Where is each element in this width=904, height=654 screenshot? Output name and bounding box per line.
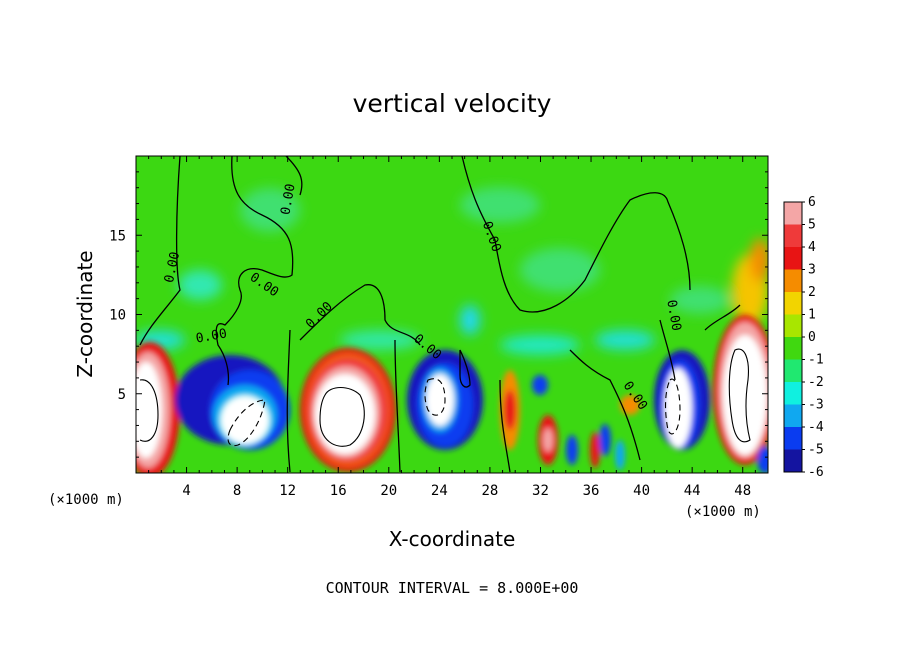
contour-interval-footer: CONTOUR INTERVAL = 8.000E+00 <box>326 579 579 597</box>
colorbar-label: 2 <box>808 285 816 300</box>
colorbar-label: 3 <box>808 263 816 278</box>
colorbar: 6 5 4 3 2 1 0 -1 -2 -3 -4 -5 -6 <box>783 195 824 480</box>
x-unit-left: (×1000 m) <box>48 492 124 508</box>
colorbar-segment <box>784 382 802 405</box>
colorbar-label: -6 <box>808 465 824 480</box>
x-tick-label: 32 <box>532 483 549 499</box>
colorbar-label: -5 <box>808 443 824 458</box>
y-tick-label: 10 <box>109 308 126 324</box>
colorbar-segment <box>784 449 802 472</box>
colorbar-segment <box>784 247 802 270</box>
y-axis: 5 10 15 <box>109 171 768 458</box>
colorbar-label: -2 <box>808 375 824 390</box>
x-axis-label: X-coordinate <box>389 527 516 551</box>
colorbar-segment <box>784 404 802 427</box>
colorbar-segment <box>784 202 802 225</box>
x-tick-label: 12 <box>279 483 296 499</box>
x-unit-right: (×1000 m) <box>685 504 761 520</box>
colorbar-segment <box>784 292 802 315</box>
colorbar-label: -1 <box>808 353 824 368</box>
colorbar-label: 0 <box>808 330 816 345</box>
x-tick-label: 8 <box>233 483 241 499</box>
colorbar-segment <box>784 269 802 292</box>
contour-label: 0.00 <box>278 183 298 216</box>
contour-label: 0.00 <box>162 250 183 284</box>
colorbar-label: 1 <box>808 308 816 323</box>
x-tick-label: 4 <box>182 483 190 499</box>
colorbar-label: 4 <box>808 240 816 255</box>
colorbar-segment <box>784 337 802 360</box>
colorbar-label: -4 <box>808 420 824 435</box>
x-tick-label: 16 <box>330 483 347 499</box>
colorbar-label: 5 <box>808 218 816 233</box>
colorbar-segment <box>784 314 802 337</box>
colorbar-segment <box>784 359 802 382</box>
contour-label: 0.00 <box>663 299 683 332</box>
x-axis: 4 8 12 16 20 24 28 32 36 40 44 48 <box>148 156 756 499</box>
chart-title: vertical velocity <box>353 89 552 118</box>
velocity-field: 0.000.000.000.000.000.000.000.000.00 <box>136 156 768 473</box>
x-tick-label: 20 <box>380 483 397 499</box>
colorbar-label: -3 <box>808 398 824 413</box>
y-axis-label: Z-coordinate <box>73 250 97 377</box>
colorbar-label: 6 <box>808 195 816 210</box>
x-tick-label: 48 <box>734 483 751 499</box>
contour-label: 0.00 <box>195 326 228 346</box>
x-tick-label: 40 <box>633 483 650 499</box>
x-tick-label: 24 <box>431 483 448 499</box>
x-tick-label: 28 <box>481 483 498 499</box>
y-tick-label: 5 <box>118 387 126 403</box>
x-tick-label: 44 <box>684 483 701 499</box>
colorbar-segment <box>784 224 802 247</box>
colorbar-segment <box>784 427 802 450</box>
x-tick-label: 36 <box>583 483 600 499</box>
y-tick-label: 15 <box>109 228 126 244</box>
